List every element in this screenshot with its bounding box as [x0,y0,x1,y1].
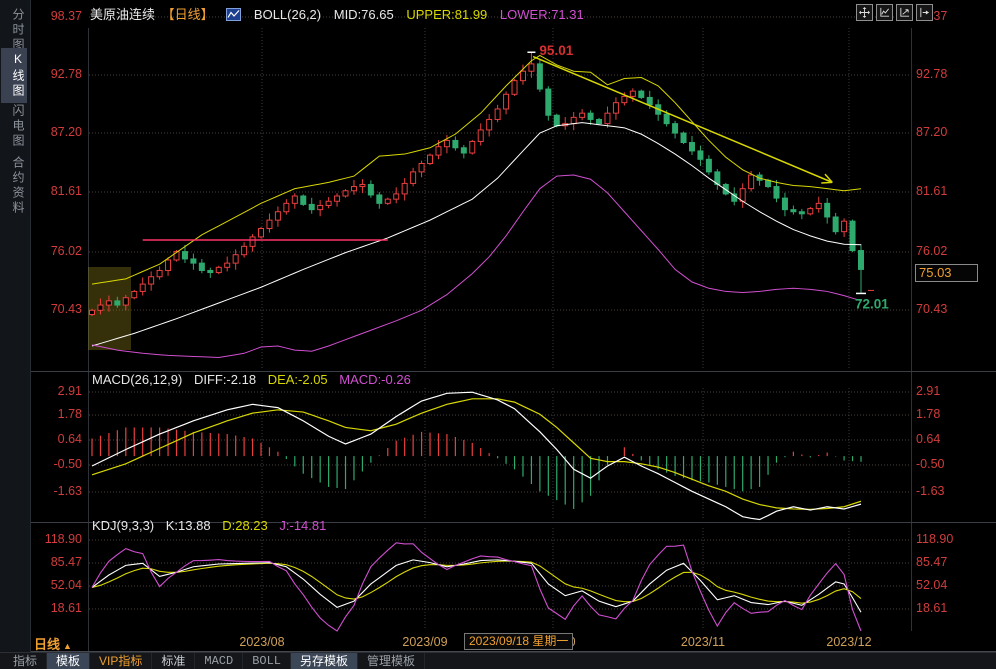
kdj-axis-label: 52.04 [916,578,948,592]
macd-axis-label: 2.91 [57,384,82,398]
move-crosshair-icon[interactable] [856,4,873,21]
price-axis-label: 76.02 [50,244,82,258]
symbol-title: 美原油连续 [90,7,156,22]
kdj-axis-label: 18.61 [916,601,948,615]
price-axis-label: 92.78 [916,67,948,81]
price-axis-label: 70.43 [50,302,82,316]
sidebar: 分时图 K线图 闪电图合约资料 [0,0,31,669]
macd-header: MACD(26,12,9) DIFF:-2.18 DEA:-2.05 MACD:… [92,372,419,387]
macd-axis-label: 0.64 [916,432,941,446]
last-price-box: 75.03 [915,264,978,282]
macd-axis-label: 1.78 [57,407,82,421]
axis-scale-icon[interactable] [896,4,913,21]
x-axis-month-label: 2023/11 [680,635,726,649]
price-axis-label: 81.61 [916,184,948,198]
macd-axis-label: -0.50 [916,457,945,471]
price-axis-label: 81.61 [50,184,82,198]
kdj-title[interactable]: KDJ(9,3,3) [92,518,155,533]
macd-axis-label: 2.91 [916,384,941,398]
bottom-tab-bar: 指标 模板 VIP指标 标准 MACD BOLL 另存模板 管理模板 [0,652,996,669]
chart-toolbar [856,4,933,21]
macd-axis-label: -1.63 [916,484,945,498]
kdj-k-value: K:13.88 [165,518,211,533]
period-label: 日线 [34,637,61,652]
triangle-up-icon: ▲ [63,641,72,651]
sidebar-tab-1[interactable]: K线图 [1,48,27,103]
macd-axis-label: -1.63 [53,484,83,498]
kdj-j-value: J:-14.81 [279,518,327,533]
kdj-d-value: D:28.23 [222,518,268,533]
expand-right-icon[interactable] [916,4,933,21]
kdj-axis-label: 85.47 [916,555,948,569]
boll-chart-icon [226,8,242,24]
boll-upper-value: UPPER:81.99 [406,7,488,22]
price-axis-label: 98.37 [50,9,82,23]
sidebar-tab-3[interactable]: 合约资料 [11,156,25,216]
macd-diff-value: DIFF:-2.18 [193,372,257,387]
macd-title[interactable]: MACD(26,12,9) [92,372,183,387]
bottom-tab-5[interactable]: BOLL [243,653,292,669]
svg-text:95.01: 95.01 [539,43,573,58]
sidebar-tab-0[interactable]: 分时图 [11,8,25,53]
kdj-axis-label: 118.90 [44,532,82,546]
period-selector[interactable]: 日线 ▲ [34,634,72,653]
date-tooltip: 2023/09/18 星期一 [464,633,574,650]
kdj-header: KDJ(9,3,3) K:13.88 D:28.23 J:-14.81 [92,518,334,533]
kdj-axis-label: 85.47 [50,555,82,569]
x-axis-month-label: 2023/12 [826,635,872,649]
bottom-tab-4[interactable]: MACD [195,653,244,669]
axis-zoom-icon[interactable] [876,4,893,21]
bottom-tab-2[interactable]: VIP指标 [90,653,153,669]
price-axis-label: 87.20 [916,125,948,139]
kdj-axis-label: 18.61 [50,601,82,615]
macd-dea-value: DEA:-2.05 [267,372,328,387]
macd-axis-label: 0.64 [57,432,82,446]
bottom-tab-0[interactable]: 指标 [4,653,48,669]
chart-header: 美原油连续 【日线】 BOLL(26,2) MID:76.65 UPPER:81… [90,4,593,24]
price-axis-label: 87.20 [50,125,82,139]
macd-macd-value: MACD:-0.26 [339,372,411,387]
kdj-axis-label: 52.04 [50,578,82,592]
bottom-tab-6[interactable]: 另存模板 [291,653,359,669]
indicator-name[interactable]: BOLL(26,2) [253,7,322,22]
boll-lower-value: LOWER:71.31 [499,7,584,22]
kdj-axis-label: 118.90 [916,532,954,546]
bottom-tab-1[interactable]: 模板 [47,653,91,669]
period-tag[interactable]: 【日线】 [161,7,214,22]
macd-axis-label: 1.78 [916,407,941,421]
svg-text:72.01: 72.01 [855,296,889,311]
bottom-tab-7[interactable]: 管理模板 [358,653,426,669]
sidebar-tab-2[interactable]: 闪电图 [11,104,25,149]
price-axis-label: 92.78 [50,67,82,81]
x-axis-month-label: 2023/08 [239,635,285,649]
price-axis-label: 70.43 [916,302,948,316]
price-axis-label: 76.02 [916,244,948,258]
bottom-tab-3[interactable]: 标准 [152,653,196,669]
macd-axis-label: -0.50 [53,457,83,471]
boll-mid-value: MID:76.65 [333,7,394,22]
x-axis-month-label: 2023/09 [402,635,448,649]
